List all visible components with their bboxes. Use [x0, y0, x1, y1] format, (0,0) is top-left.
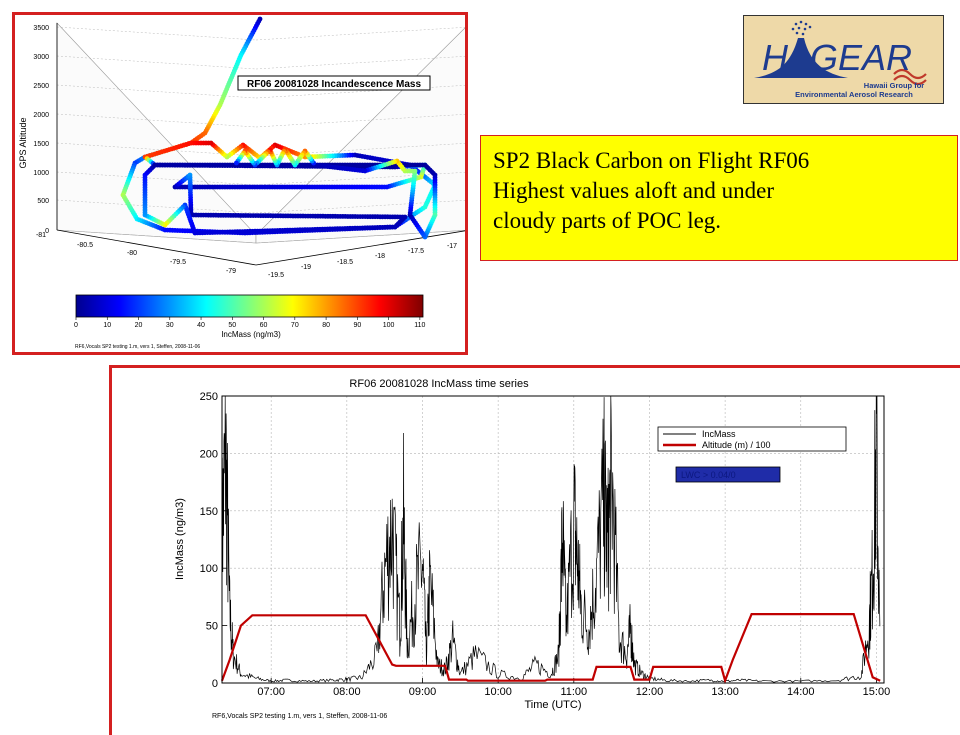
x-tick-label: 10:00	[484, 686, 512, 698]
logo-gear-glyphs: GEAR	[810, 37, 912, 78]
legend: IncMass Altitude (m) / 100	[657, 426, 847, 452]
summary-textbox: SP2 Black Carbon on Flight RF06 Highest …	[480, 135, 958, 261]
x-tick-label: 12:00	[636, 686, 664, 698]
axis-ticks: 07:00 08:00 09:00 10:00 11:00 12:00 13:00 14:00…	[200, 391, 891, 698]
chart-title: RF06 20081028 Incandescence Mass	[247, 79, 421, 90]
y-tick-label: 250	[200, 391, 218, 403]
summary-line-2: Highest values aloft and under	[493, 178, 775, 203]
x-tick-label: -81	[36, 232, 46, 239]
z-tick-label: 0	[45, 228, 49, 235]
series-line-altitude	[220, 613, 881, 685]
y-tick-label: -18	[375, 253, 385, 260]
volcano-icon	[754, 38, 848, 78]
time-series-chart: RF06 20081028 IncMass time series 07:00 0…	[174, 378, 891, 720]
higear-logo: H GEAR Hawaii Group for Environmental Ae…	[743, 15, 944, 104]
logo-tagline-2: Environmental Aerosol Research	[795, 90, 913, 99]
colorbar-tick-label: 80	[322, 322, 330, 329]
y-tick-label: -19	[301, 264, 311, 271]
y-tick-label: -17.5	[408, 248, 424, 255]
series-line-incmass	[221, 395, 881, 683]
y-axis-label: IncMass (ng/m3)	[174, 498, 186, 580]
colorbar-tick-label: 20	[135, 322, 143, 329]
x-tick-label: 07:00	[257, 686, 285, 698]
colorbar-ticks: 0 10 20 30 40 50 60 70 80 90 100 110	[74, 317, 426, 329]
y-tick-label: 150	[200, 506, 218, 518]
chart-title: RF06 20081028 IncMass time series	[349, 378, 529, 390]
x-tick-label: 08:00	[333, 686, 361, 698]
x-tick-label: 14:00	[787, 686, 815, 698]
y-tick-label: -17	[447, 243, 457, 250]
colorbar-tick-label: 0	[74, 322, 78, 329]
series-lines	[220, 395, 881, 685]
wave-icon	[893, 68, 927, 80]
colorbar-tick-label: 50	[228, 322, 236, 329]
colorbar-label: IncMass (ng/m3)	[221, 330, 281, 339]
y-tick-label: 200	[200, 448, 218, 460]
z-tick-label: 500	[37, 198, 49, 205]
z-tick-label: 2000	[33, 112, 49, 119]
colorbar-tick-label: 30	[166, 322, 174, 329]
lwc-annotation-text: LWC > 0.04/0	[681, 470, 736, 480]
sparkle-dots-icon	[791, 20, 812, 36]
colorbar-tick-label: 70	[291, 322, 299, 329]
plot-frame	[221, 395, 885, 684]
y-tick-label: -19.5	[268, 272, 284, 279]
summary-line-3: cloudy parts of POC leg.	[493, 208, 722, 233]
z-tick-label: 3000	[33, 54, 49, 61]
x-tick-label: 11:00	[560, 686, 587, 698]
time-series-panel: RF06 20081028 IncMass time series 07:00 0…	[109, 365, 960, 735]
z-tick-label: 3500	[33, 25, 49, 32]
x-tick-label: 15:00	[863, 686, 891, 698]
flight-track-points	[120, 16, 438, 240]
summary-line-1: SP2 Black Carbon on Flight RF06	[493, 148, 810, 173]
logo-h-glyph: H	[762, 37, 789, 78]
track-point	[234, 160, 239, 166]
z-axis-label: GPS Altitude	[18, 117, 28, 168]
colorbar-tick-label: 100	[383, 322, 395, 329]
colorbar-tick-label: 60	[260, 322, 268, 329]
legend-label-incmass: IncMass	[702, 429, 736, 439]
y-tick-label: 100	[200, 563, 218, 575]
x-tick-label: -79	[226, 268, 236, 275]
colorbar-tick-label: 90	[353, 322, 361, 329]
logo-tagline-1: Hawaii Group for	[864, 81, 925, 90]
x-tick-label: -80.5	[77, 242, 93, 249]
3d-axis-tick-labels: 0 500 1000 1500 2000 2500 3000 3500 -81 -80.5 -80 -…	[33, 25, 457, 279]
z-tick-label: 2500	[33, 83, 49, 90]
flight-track-panel: 0 500 1000 1500 2000 2500 3000 3500 -81 -80.5 -80-…	[12, 12, 471, 355]
higear-logo-art: H GEAR Hawaii Group for Environmental Ae…	[744, 16, 943, 103]
y-tick-label: 0	[212, 678, 218, 690]
x-axis-label: Time (UTC)	[524, 699, 581, 711]
x-tick-label: 09:00	[409, 686, 437, 698]
z-tick-label: 1500	[33, 141, 49, 148]
lwc-annotation: LWC > 0.04/0	[675, 466, 781, 483]
chart-title-box: RF06 20081028 Incandescence Mass	[237, 75, 431, 91]
x-tick-label: -80	[127, 250, 137, 257]
x-tick-label: -79.5	[170, 259, 186, 266]
y-tick-label: 50	[206, 621, 218, 633]
colorbar	[75, 294, 424, 318]
chart-footer: RF6,Vocals SP2 testing 1.m, vers 1, Stef…	[212, 713, 387, 720]
colorbar-tick-label: 40	[197, 322, 205, 329]
y-tick-label: -18.5	[337, 259, 353, 266]
chart-footer: RF6,Vocals SP2 testing 1.m, vers 1, Stef…	[75, 344, 200, 350]
colorbar-tick-label: 10	[103, 322, 111, 329]
colorbar-tick-label: 110	[414, 322, 425, 329]
z-tick-label: 1000	[33, 170, 49, 177]
flight-track-chart: 0500100015002000250030003500-81-80.5-80-…	[18, 16, 471, 350]
x-tick-label: 13:00	[711, 686, 739, 698]
3d-axes-grid	[56, 22, 471, 266]
legend-label-altitude: Altitude (m) / 100	[702, 440, 771, 450]
